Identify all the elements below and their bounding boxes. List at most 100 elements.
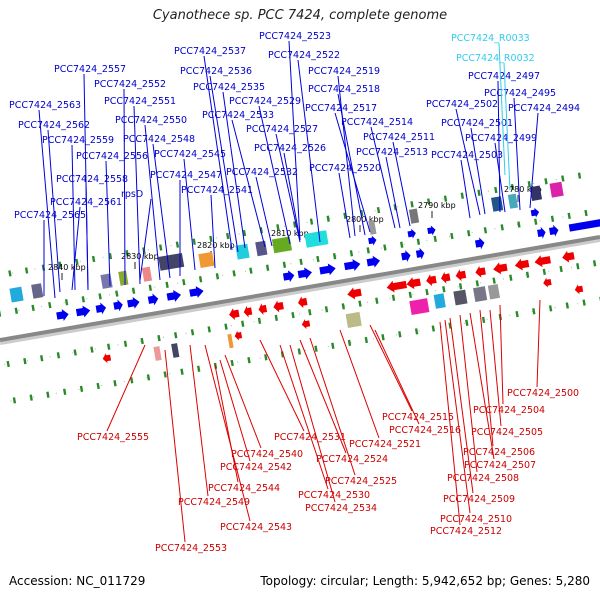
forward-gene-leader [455,108,481,216]
tick-mark [257,317,262,324]
reverse-gene-label: PCC7424_2510 [440,514,512,525]
tick-mark [550,215,555,222]
annotation-feature-box [31,283,44,299]
tick-mark [107,343,111,350]
tick-mark [64,299,69,306]
reverse-gene-leader [224,354,262,449]
forward-gene-label: PCC7424_2511 [363,132,435,143]
annotation-feature-box [453,289,468,306]
tick-mark [427,198,431,205]
reverse-gene-label: PCC7424_2505 [471,427,543,438]
forward-gene-leader [494,142,506,213]
reverse-gene-leader [214,364,239,483]
tick-mark [584,209,588,217]
forward-gene-arrow [95,302,107,315]
forward-gene-label: PCC7424_2497 [468,71,540,82]
tick-mark [0,310,2,317]
reverse-gene-arrow [234,330,243,341]
forward-gene-leader [337,93,366,236]
tick-marks [0,172,600,404]
forward-gene-arrow [568,216,600,232]
kbp-tick-label: 2780 kbp [504,185,542,194]
forward-gene-arrow [56,309,69,321]
annotation-feature-box [235,243,250,260]
rna-gene-label: PCC7424_R0032 [456,53,535,64]
forward-gene-label: PCC7424_2513 [356,147,428,158]
forward-gene-label: PCC7424_2563 [9,100,81,111]
tick-mark [182,278,186,286]
forward-gene-arrow [407,228,416,239]
reverse-gene-label: PCC7424_2543 [220,522,292,533]
reverse-gene-arrow [534,255,551,268]
tick-mark [79,385,84,393]
forward-gene-leader [283,152,301,241]
tick-mark [192,238,196,245]
tick-mark [125,250,129,257]
tick-mark [276,224,280,231]
tick-mark [576,263,580,270]
tick-mark [567,212,571,220]
reverse-gene-leader [479,309,494,447]
reverse-gene-leader [289,344,336,503]
tick-mark [8,270,12,277]
forward-gene-label: PCC7424_2562 [18,120,90,131]
tick-mark [123,340,128,347]
forward-gene-arrow [75,305,91,318]
annotation-feature-box [345,311,362,328]
tick-mark [331,342,335,349]
tick-mark [408,291,412,299]
forward-gene-arrow [343,259,361,271]
tick-mark [443,195,448,202]
tick-mark [146,374,151,381]
forward-gene-arrow [189,286,204,298]
annotation-feature-box [491,196,504,212]
annotation-feature-box [408,208,420,224]
tick-mark [410,201,414,208]
reverse-gene-arrow [441,271,451,284]
tick-mark [140,337,144,345]
forward-gene-arrow [282,270,295,283]
forward-gene-leader [222,91,246,249]
kbp-tick-label: 2840 kbp [48,263,86,272]
forward-gene-leader [529,112,539,209]
forward-gene-label: PCC7424_2561 [50,197,122,208]
reverse-gene-label: PCC7424_2534 [305,503,377,514]
tick-mark [534,218,538,225]
forward-gene-label: PCC7424_2541 [181,185,253,196]
forward-gene-arrow [537,226,546,239]
tick-mark [532,308,536,315]
reverse-gene-label: PCC7424_2524 [316,454,388,465]
reverse-gene-label: PCC7424_2500 [507,388,579,399]
map-title: Cyanothece sp. PCC 7424, complete genome [152,8,448,23]
forward-gene-leader [133,105,141,285]
forward-gene-label: PCC7424_2556 [76,151,148,162]
forward-gene-arrow [474,237,485,250]
reverse-gene-arrow [229,308,240,320]
tick-mark [561,175,565,182]
forward-gene-label: PCC7424_2537 [174,46,246,57]
annotation-feature-box [529,185,543,201]
annotation-feature-box [433,293,446,309]
forward-gene-label: PCC7424_2502 [426,99,498,110]
reverse-gene-label: PCC7424_2549 [178,497,250,508]
tick-mark [197,365,201,372]
rna-gene-leader [498,42,506,176]
reverse-gene-label: PCC7424_2507 [464,460,536,471]
reverse-gene-leader [444,319,471,514]
tick-mark [12,397,17,404]
forward-gene-leader [209,75,239,253]
reverse-gene-arrow [514,258,530,271]
tick-mark [515,310,519,318]
tick-mark [23,357,27,365]
reverse-gene-leader [164,349,186,543]
tick-mark [433,235,437,243]
forward-gene-label: PCC7424_2545 [154,149,226,160]
tick-mark [175,241,180,248]
tick-mark [309,218,314,225]
forward-gene-label: PCC7424_2557 [54,64,126,75]
reverse-gene-label: PCC7424_2525 [325,476,397,487]
tick-mark [241,320,245,327]
reverse-gene-arrow [493,262,508,275]
tick-mark [6,360,10,368]
tick-mark [592,260,597,267]
